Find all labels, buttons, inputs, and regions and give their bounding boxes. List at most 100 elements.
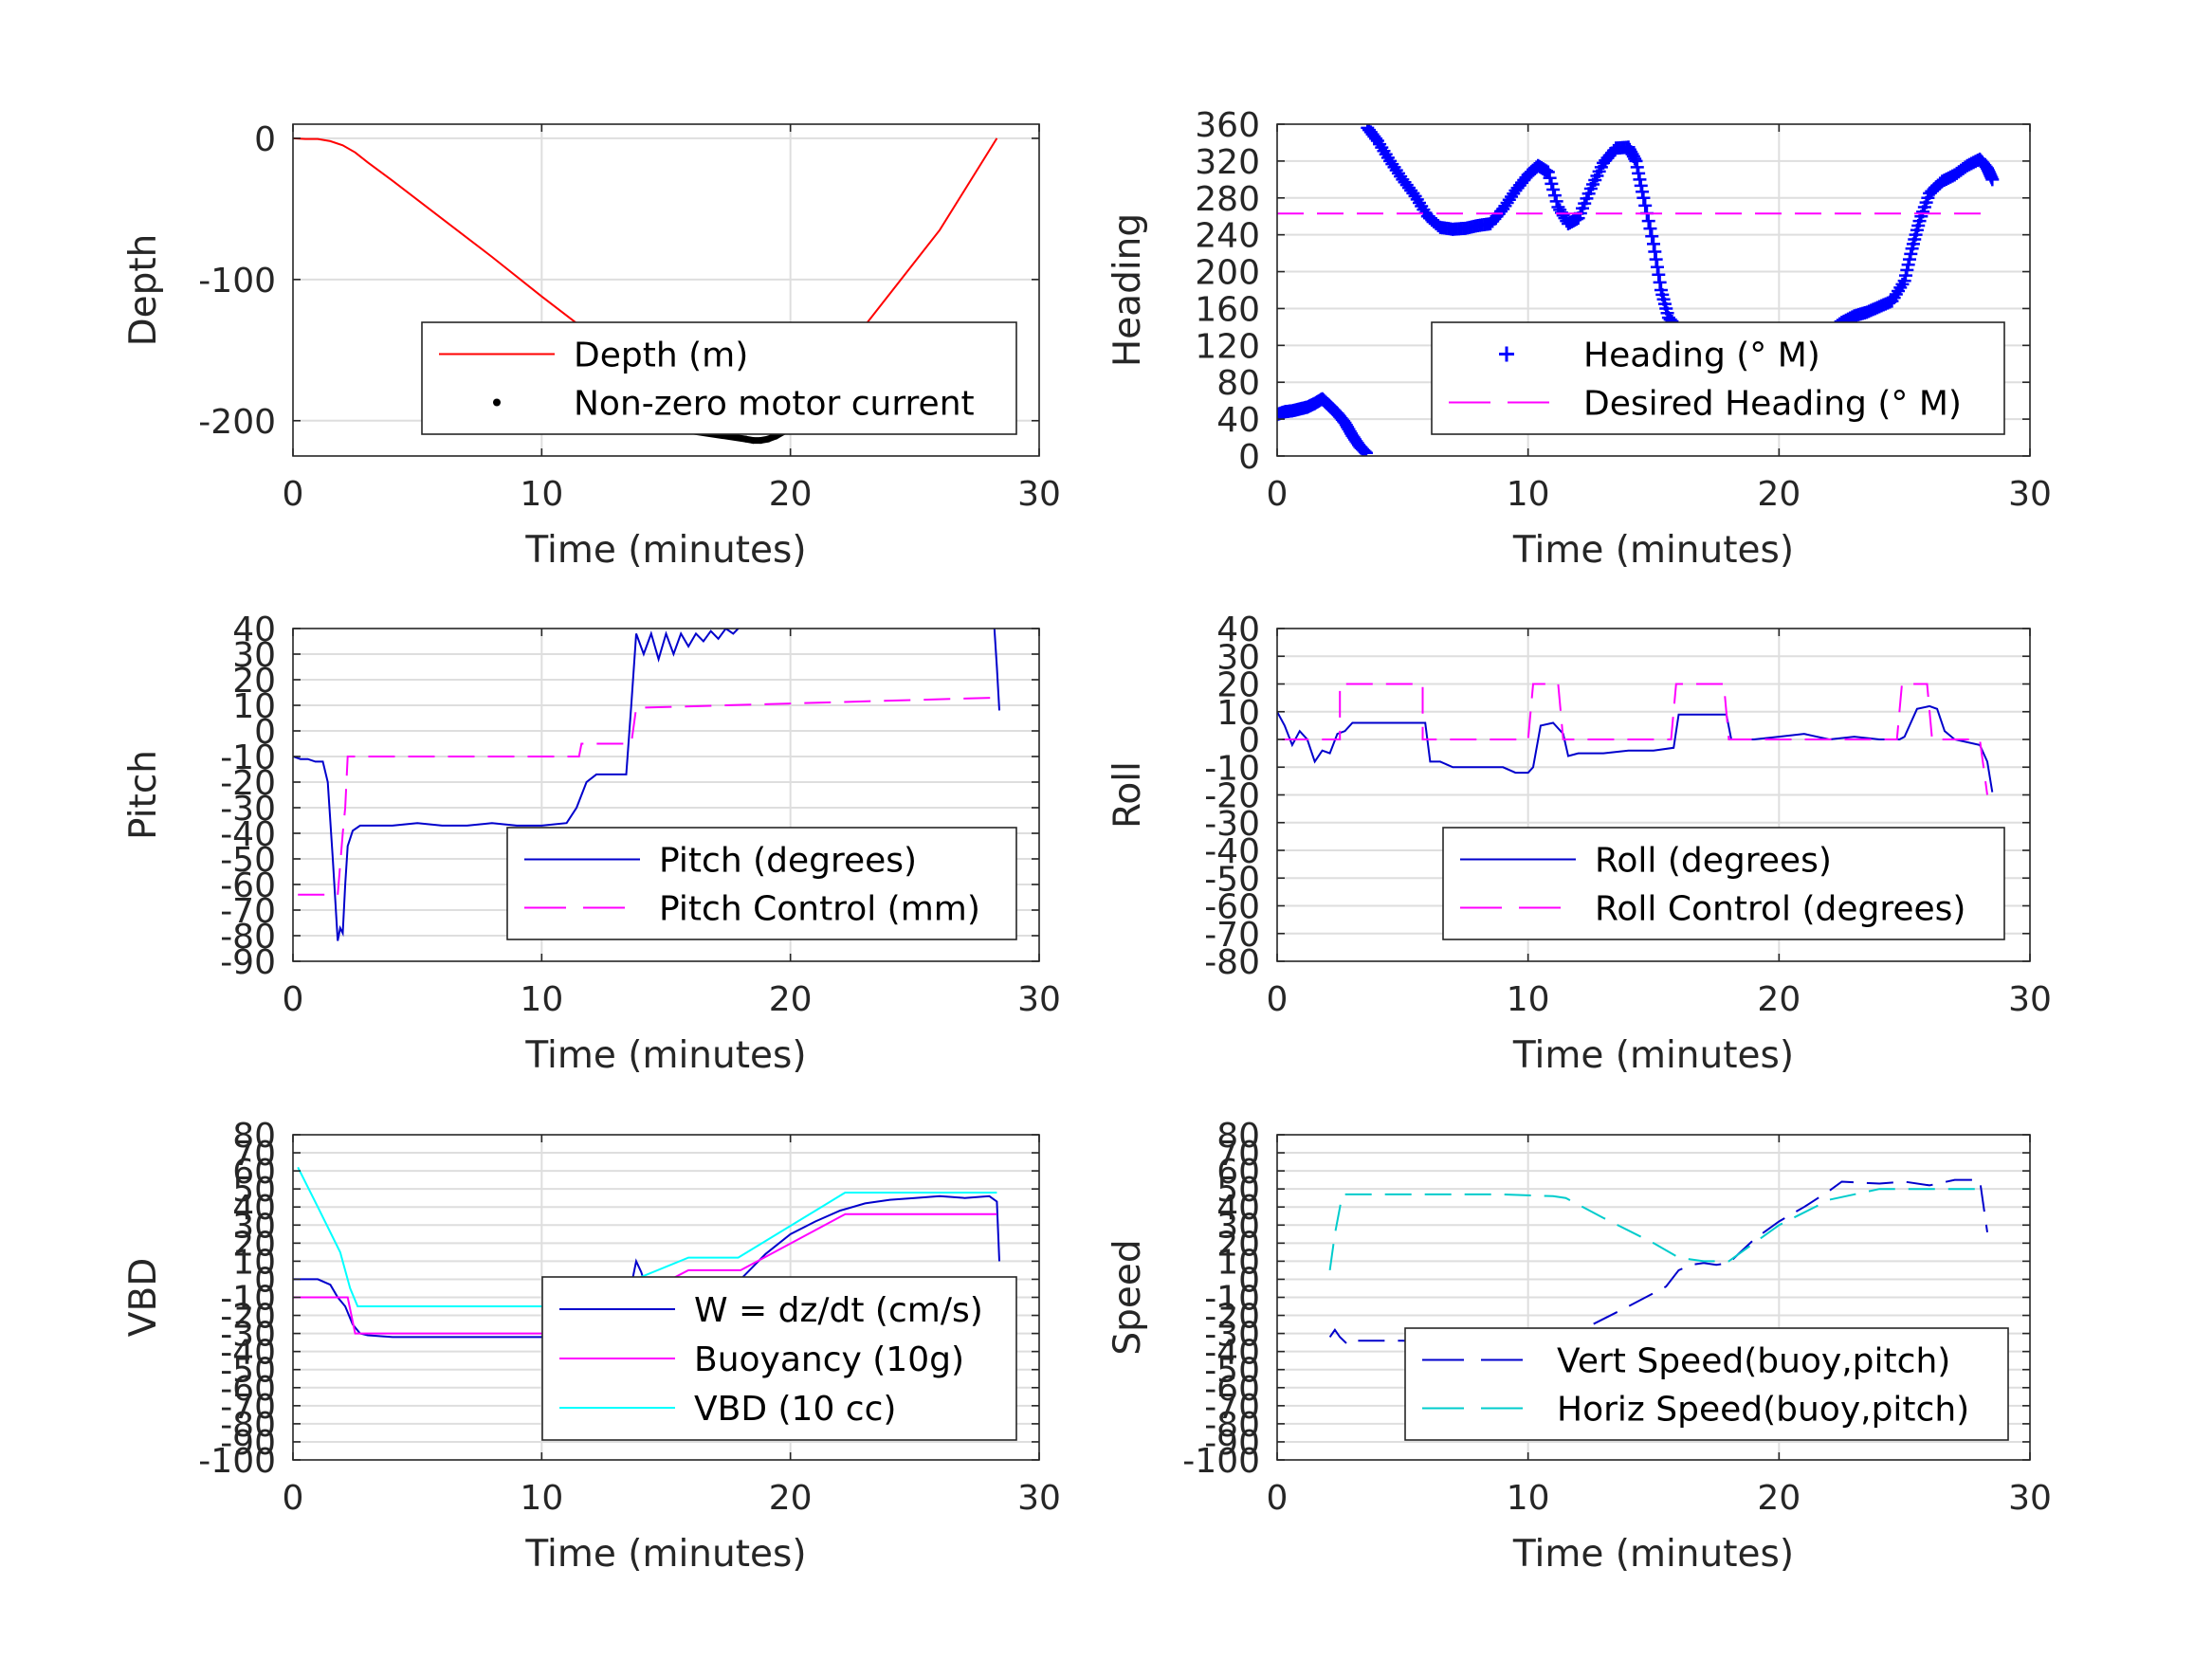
legend-box	[1404, 1327, 2009, 1441]
series-1	[1277, 124, 2000, 456]
series-1	[1328, 1178, 1988, 1346]
y-tick-label: -60	[1204, 1370, 1260, 1409]
heading-marker	[1541, 165, 1555, 179]
motor-current-point	[749, 437, 757, 445]
y-tick-label: -80	[220, 918, 276, 957]
heading-marker	[1359, 446, 1373, 456]
y-tick-label: -30	[220, 790, 276, 829]
heading-marker	[1649, 252, 1663, 266]
legend-entry: Horiz Speed(buoy,pitch)	[1557, 1391, 1969, 1430]
y-tick-label: -20	[1204, 777, 1260, 816]
plot-area	[1277, 683, 1994, 795]
y-tick-label: 20	[232, 1225, 276, 1264]
y-tick-label: 120	[1195, 327, 1260, 366]
heading-marker	[1549, 194, 1563, 209]
y-tick-label: -80	[1204, 1406, 1260, 1445]
subplot-6: 0 10 20 30-100-90-80-70-60-50-40-30-20-1001…	[1106, 1117, 2052, 1576]
y-tick-label: -70	[1204, 916, 1260, 955]
heading-marker	[1652, 267, 1666, 282]
legend-swatch	[493, 398, 501, 407]
heading-marker	[1643, 222, 1657, 236]
motor-current-point	[757, 437, 764, 445]
y-tick-label: 70	[1216, 1135, 1260, 1174]
y-tick-label: 360	[1195, 106, 1260, 145]
y-tick-label: 70	[232, 1135, 276, 1174]
x-tick-label: 30	[1017, 1479, 1061, 1518]
series-2	[1282, 683, 1988, 795]
legend-swatch	[1499, 346, 1514, 362]
y-tick-label: 10	[1216, 694, 1260, 733]
x-tick-label: 20	[1757, 980, 1801, 1019]
y-tick-label: 40	[1216, 611, 1260, 649]
heading-marker	[1545, 176, 1559, 191]
legend: Vert Speed(buoy,pitch) Horiz Speed(buoy,p…	[1404, 1327, 2009, 1441]
y-axis-label: VBD	[122, 1258, 165, 1337]
motor-current-point	[764, 435, 772, 443]
series-line	[298, 696, 997, 896]
y-tick-label: -10	[220, 1280, 276, 1319]
legend-entry: Roll (degrees)	[1595, 842, 1832, 881]
y-tick-label: -10	[220, 738, 276, 777]
x-axis-label: Time (minutes)	[524, 1034, 806, 1077]
heading-marker	[1632, 166, 1646, 180]
axes-frame	[292, 123, 1040, 457]
x-tick-label: 10	[1507, 980, 1550, 1019]
y-tick-label: -40	[1204, 1334, 1260, 1373]
series-3	[297, 1166, 997, 1307]
heading-marker	[1629, 154, 1643, 168]
y-tick-label: -40	[1204, 832, 1260, 871]
heading-marker	[1641, 214, 1655, 228]
x-tick-label: 10	[520, 475, 563, 514]
legend-box	[1431, 321, 2005, 435]
y-tick-label: -90	[220, 1424, 276, 1463]
y-tick-label: 20	[1216, 666, 1260, 705]
y-tick-label: -100	[198, 262, 276, 301]
subplot-5: 0 10 20 30-100-90-80-70-60-50-40-30-20-1001…	[122, 1117, 1061, 1576]
y-tick-label: -70	[220, 892, 276, 931]
y-tick-label: 50	[232, 1171, 276, 1210]
y-tick-label: -20	[1204, 1298, 1260, 1337]
x-tick-label: 20	[769, 980, 813, 1019]
legend: Depth (m) Non-zero motor current	[421, 321, 1017, 435]
y-tick-label: -80	[1204, 943, 1260, 982]
y-tick-label: -50	[220, 841, 276, 880]
y-tick-label: 30	[1216, 1207, 1260, 1246]
legend-entry: VBD (10 cc)	[694, 1390, 896, 1429]
y-tick-label: 0	[1238, 1261, 1260, 1300]
x-axis-label: Time (minutes)	[524, 1533, 806, 1576]
legend-entry: Heading (° M)	[1583, 337, 1820, 375]
y-tick-label: 320	[1195, 143, 1260, 182]
x-tick-label: 10	[520, 980, 563, 1019]
y-tick-label: -200	[198, 403, 276, 442]
x-tick-label: 30	[1017, 475, 1061, 514]
legend-box	[541, 1276, 1017, 1441]
heading-marker	[1636, 185, 1650, 199]
y-tick-label: -30	[1204, 1316, 1260, 1355]
y-tick-label: -80	[220, 1406, 276, 1445]
series-line	[1328, 1178, 1988, 1346]
heading-marker	[1645, 229, 1659, 244]
y-tick-label: 30	[232, 636, 276, 675]
y-tick-label: 0	[254, 713, 276, 752]
heading-marker	[1546, 183, 1561, 197]
heading-marker	[1636, 191, 1651, 205]
y-tick-label: -10	[1204, 1280, 1260, 1319]
y-tick-label: -50	[1204, 860, 1260, 899]
series-line	[993, 629, 1000, 711]
y-tick-label: -100	[1182, 1442, 1260, 1481]
heading-marker	[1647, 237, 1660, 251]
heading-marker	[1634, 178, 1648, 192]
y-axis-label: Pitch	[122, 750, 165, 840]
y-tick-label: -10	[1204, 749, 1260, 788]
legend: Heading (° M) Desired Heading (° M)	[1431, 321, 2005, 435]
legend-entry: Depth (m)	[574, 337, 748, 375]
legend-entry: Roll Control (degrees)	[1595, 890, 1965, 929]
y-tick-label: 20	[232, 662, 276, 701]
y-tick-label: 40	[1216, 1189, 1260, 1228]
y-axis-label: Heading	[1106, 213, 1149, 367]
heading-marker	[1638, 198, 1653, 212]
plot-area	[1277, 124, 2000, 456]
y-tick-label: 80	[1216, 1117, 1260, 1156]
x-tick-label: 0	[283, 475, 304, 514]
